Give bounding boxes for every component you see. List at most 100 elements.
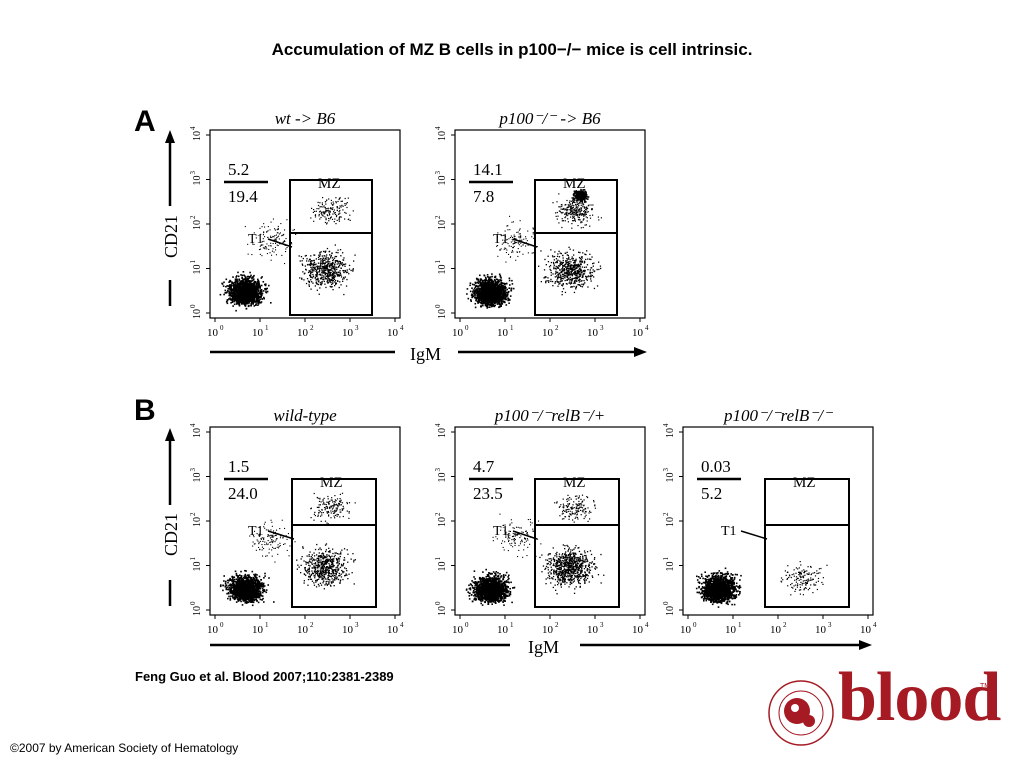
event-dot [502, 289, 505, 292]
x-tick-label: 10 [497, 327, 509, 339]
event-dot [244, 302, 246, 304]
event-dot [577, 195, 580, 197]
event-dot [321, 214, 323, 216]
event-dot [564, 220, 566, 222]
event-dot [270, 235, 272, 237]
event-dot [574, 195, 577, 198]
event-dot [544, 258, 546, 261]
event-dot [229, 280, 232, 283]
event-dot [301, 278, 303, 280]
event-dot [568, 261, 570, 263]
event-dot [556, 276, 559, 279]
event-dot [571, 269, 573, 271]
event-dot [260, 233, 262, 235]
event-dot [319, 262, 321, 264]
event-dot [329, 281, 331, 283]
event-dot [253, 296, 256, 299]
event-dot [515, 238, 517, 240]
event-dot [500, 281, 502, 283]
event-dot [244, 286, 247, 289]
event-dot [582, 197, 584, 200]
event-dot [488, 293, 491, 295]
event-dot [561, 212, 563, 214]
event-dot [480, 301, 482, 303]
event-dot [565, 266, 567, 268]
event-dot [481, 279, 483, 282]
event-dot [520, 245, 522, 247]
event-dot [497, 295, 500, 298]
event-dot [503, 283, 506, 286]
event-dot [239, 298, 242, 300]
event-dot [495, 281, 498, 284]
event-dot [320, 251, 322, 253]
event-dot [580, 264, 582, 266]
event-dot [321, 282, 323, 285]
event-dot [569, 205, 571, 207]
event-dot [259, 298, 261, 301]
event-dot [253, 294, 255, 296]
event-dot [525, 236, 527, 238]
event-dot [240, 280, 243, 282]
event-dot [583, 273, 586, 275]
event-dot [571, 211, 573, 213]
event-dot [527, 230, 529, 232]
event-dot [312, 282, 314, 284]
event-dot [577, 263, 579, 265]
event-dot [592, 265, 594, 267]
event-dot [556, 266, 559, 268]
event-dot [573, 204, 575, 207]
event-dot [346, 206, 348, 209]
y-tick-exponent: 1 [434, 260, 442, 264]
event-dot [318, 258, 320, 260]
event-dot [479, 290, 482, 293]
event-dot [584, 211, 586, 213]
event-dot [565, 283, 568, 285]
event-dot [516, 241, 518, 243]
event-dot [550, 274, 552, 276]
event-dot [561, 269, 563, 271]
t1-gate-label: T1 [493, 232, 509, 247]
event-dot [580, 261, 582, 263]
event-dot [299, 260, 301, 262]
y-tick-label: 10 [437, 176, 448, 186]
event-dot [515, 259, 517, 261]
event-dot [332, 281, 334, 283]
event-dot [252, 297, 254, 300]
event-dot [576, 277, 578, 279]
event-dot [244, 297, 247, 300]
event-dot [569, 268, 572, 270]
event-dot [308, 281, 310, 284]
event-dot [267, 230, 269, 232]
event-dot [558, 210, 560, 212]
event-dot [235, 276, 237, 278]
event-dot [578, 208, 580, 210]
event-dot [587, 207, 589, 209]
event-dot [568, 212, 570, 214]
event-dot [575, 190, 577, 192]
event-dot [567, 267, 569, 269]
event-dot [570, 207, 572, 209]
event-dot [325, 261, 327, 263]
event-dot [470, 299, 472, 301]
event-dot [564, 264, 566, 266]
event-dot [270, 245, 272, 247]
event-dot [581, 197, 583, 199]
event-dot [237, 295, 240, 297]
event-dot [333, 271, 335, 274]
event-dot [571, 275, 574, 277]
event-dot [344, 218, 346, 220]
event-dot [570, 214, 572, 216]
panel-letter-a: A [134, 105, 156, 138]
event-dot [508, 253, 510, 255]
event-dot [325, 258, 328, 260]
event-dot [334, 261, 336, 263]
event-dot [250, 302, 253, 305]
event-dot [237, 283, 239, 286]
event-dot [234, 283, 236, 286]
event-dot [235, 285, 238, 288]
event-dot [494, 280, 496, 282]
x-tick-label: 10 [542, 327, 554, 339]
event-dot [566, 199, 568, 202]
event-dot [251, 291, 254, 294]
event-dot [561, 280, 563, 282]
